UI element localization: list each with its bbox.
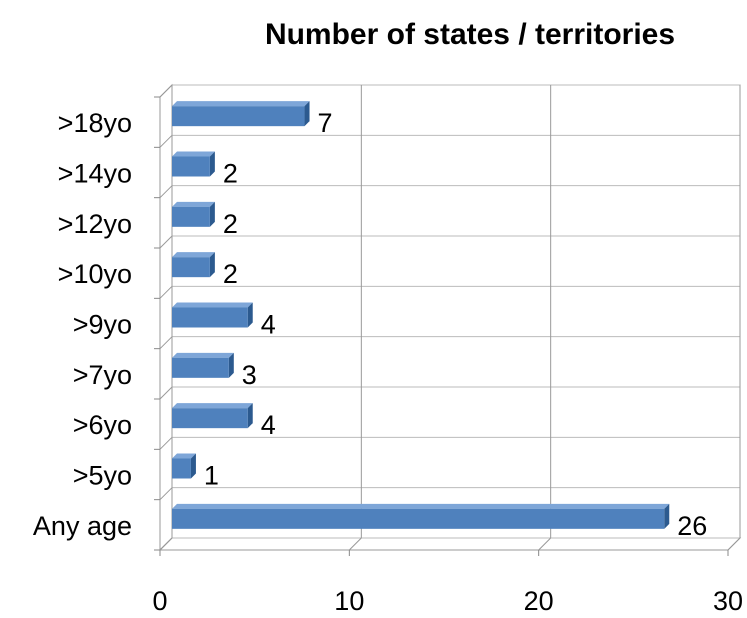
value-label: 3	[242, 360, 257, 390]
grid-line-floor	[727, 537, 741, 551]
y-tick-label: >18yo	[58, 108, 132, 138]
value-label: 4	[261, 410, 276, 440]
y-tick-label: >6yo	[73, 410, 132, 440]
bar	[172, 106, 305, 127]
bar-end	[247, 302, 253, 328]
grid-line-floor	[538, 537, 552, 551]
value-label: 2	[223, 259, 238, 289]
x-tick-label: 30	[713, 586, 743, 613]
bar-top	[172, 302, 253, 308]
bar-top	[172, 201, 215, 207]
side-separator	[159, 436, 173, 450]
side-separator	[159, 386, 173, 400]
side-wall	[159, 83, 173, 552]
side-separator	[159, 185, 173, 199]
bar-top	[172, 403, 253, 409]
floor	[158, 537, 742, 551]
value-label: 1	[204, 461, 219, 491]
y-tick-label: >10yo	[58, 259, 132, 289]
side-separator	[159, 235, 173, 249]
bar-end	[190, 453, 196, 479]
side-separator	[159, 487, 173, 501]
side-separator	[159, 84, 173, 98]
bar	[172, 257, 210, 278]
bar	[172, 357, 229, 378]
value-label: 4	[261, 310, 276, 340]
y-tick-label: >9yo	[73, 310, 132, 340]
bar-end	[209, 201, 215, 227]
grid-line-floor	[348, 537, 362, 551]
y-tick-label: >12yo	[58, 209, 132, 239]
x-tick-label: 20	[524, 586, 554, 613]
bar-end	[228, 352, 234, 378]
bar-end	[209, 151, 215, 177]
y-tick-label: Any age	[33, 511, 132, 541]
side-separator	[159, 285, 173, 299]
bar	[172, 408, 248, 429]
bar-top	[172, 151, 215, 157]
chart-title: Number of states / territories	[265, 18, 675, 51]
value-label: 26	[677, 511, 707, 541]
bar-top	[172, 101, 310, 107]
y-tick-label: >14yo	[58, 159, 132, 189]
value-label: 2	[223, 159, 238, 189]
bar	[172, 156, 210, 177]
bar	[172, 508, 665, 529]
bar-end	[247, 403, 253, 429]
bar-end	[209, 252, 215, 278]
bar-end	[664, 503, 670, 529]
bar	[172, 206, 210, 227]
value-label: 7	[318, 108, 333, 138]
bar-end	[304, 101, 310, 127]
x-tick-label: 0	[152, 586, 167, 613]
y-tick-label: >5yo	[73, 461, 132, 491]
grid-line-floor	[159, 537, 173, 551]
side-separator	[159, 336, 173, 350]
bar-top	[172, 453, 196, 459]
value-label: 2	[223, 209, 238, 239]
side-separator	[159, 134, 173, 148]
back-wall	[171, 84, 741, 539]
x-tick-label: 10	[334, 586, 364, 613]
bar-top	[172, 503, 670, 509]
bar-top	[172, 252, 215, 258]
bar-top	[172, 352, 234, 358]
bar	[172, 307, 248, 328]
y-tick-label: >7yo	[73, 360, 132, 390]
bar	[172, 458, 191, 479]
